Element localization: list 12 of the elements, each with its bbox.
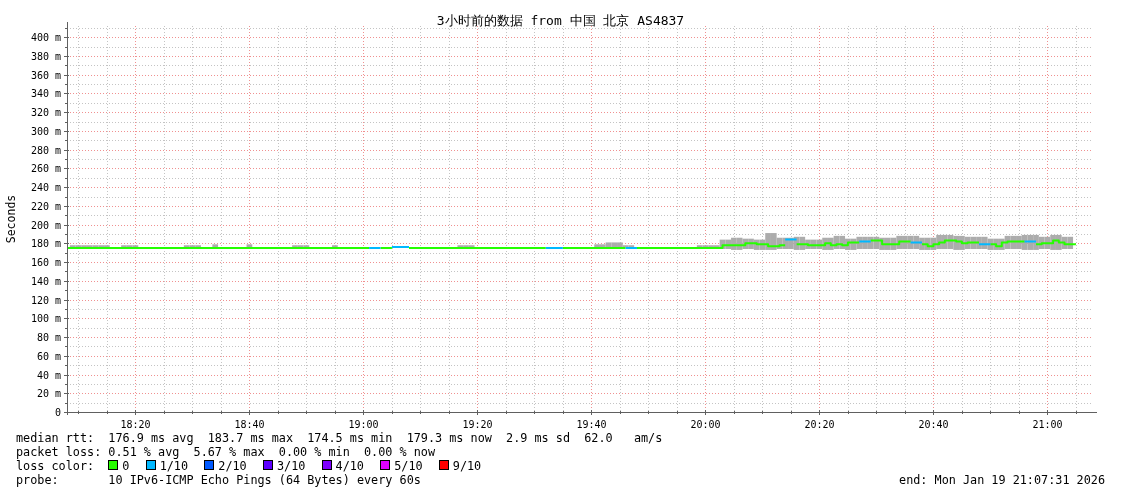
legend-label: 9/10 — [452, 459, 482, 473]
annotation: median rtt: 176.9 ms avg 183.7 ms max 174.5 ms min 179.3 ms now 2.9 ms sd 62.0 am/s — [16, 431, 663, 445]
legend-label: 4/10 — [335, 459, 364, 473]
legend-label: 2/10 — [218, 459, 247, 473]
annotation: end: Mon Jan 19 21:07:31 2026 — [899, 473, 1105, 487]
legend-label: 3/10 — [276, 459, 306, 473]
annotation: probe: 10 IPv6-ICMP Echo Pings (64 Bytes) every 60s — [16, 473, 421, 487]
annotation: packet loss: 0.51 % avg 5.67 % max 0.00 % min 0.00 % now — [16, 445, 436, 459]
title: 3小时前的数据 from 中国 北京 AS4837 — [436, 13, 685, 28]
legend-label: 5/10 — [394, 459, 423, 473]
legend-label: 0 — [122, 459, 130, 473]
legend-label: 1/10 — [159, 459, 189, 473]
